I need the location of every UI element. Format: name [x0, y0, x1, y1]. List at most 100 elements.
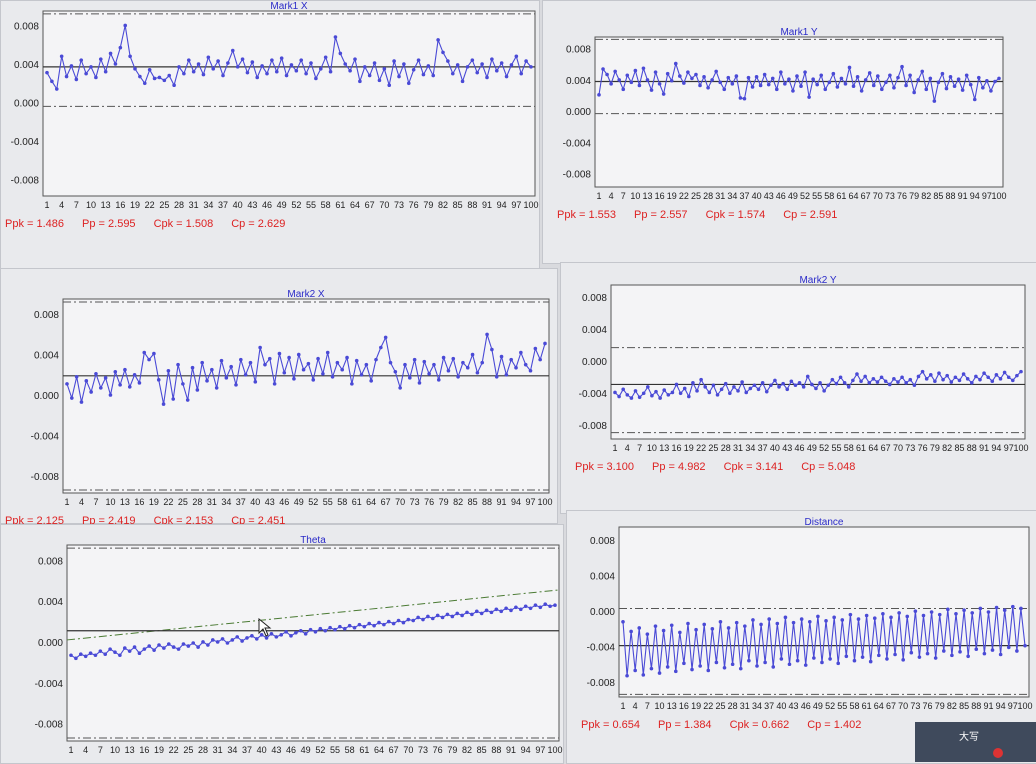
data-point	[484, 608, 489, 613]
data-point	[1023, 643, 1027, 648]
data-point	[239, 357, 243, 362]
data-point	[1015, 373, 1019, 378]
data-point	[738, 96, 743, 100]
data-point	[881, 611, 885, 616]
x-tick-label: 4	[625, 443, 630, 453]
chart-panel-mark2-y: Mark2 Y 0.008 0.004 0.000 -0.004 -0.008 1 4 7 10 1…	[560, 262, 1036, 514]
data-point	[89, 65, 93, 69]
x-tick-label: 16	[679, 701, 689, 711]
data-point	[94, 371, 98, 376]
data-point	[411, 618, 416, 623]
data-point	[137, 381, 142, 385]
series-line	[598, 61, 1000, 102]
data-point	[152, 351, 156, 356]
data-point	[369, 379, 373, 383]
x-tick-label: 97	[526, 497, 536, 507]
data-point	[621, 387, 626, 392]
chart-title: Mark2 X	[287, 289, 325, 300]
data-point	[803, 663, 808, 667]
data-point	[843, 82, 848, 86]
data-point	[240, 57, 245, 61]
data-point	[350, 382, 354, 386]
data-point	[338, 624, 342, 629]
data-point	[836, 661, 841, 666]
data-point	[710, 627, 715, 631]
x-tick-label: 13	[125, 745, 135, 755]
data-point	[103, 376, 108, 380]
x-tick-label: 73	[905, 443, 915, 453]
data-point	[916, 78, 920, 82]
data-point	[211, 67, 216, 71]
data-point	[335, 360, 340, 365]
data-point	[924, 87, 929, 92]
data-point	[485, 332, 489, 337]
data-point	[240, 639, 244, 643]
x-tick-label: 58	[337, 497, 347, 507]
data-point	[401, 620, 406, 625]
data-point	[519, 71, 524, 76]
data-point	[277, 351, 282, 356]
x-tick-label: 1	[620, 701, 625, 711]
x-tick-label: 100	[547, 745, 562, 755]
chart-panel-theta: Theta 0.008 0.004 0.000 -0.004 -0.008 1 4 7 10 13 1…	[0, 524, 564, 764]
data-point	[722, 665, 727, 670]
capability-stats: Ppk = 1.486 Pp = 2.595 Cpk = 1.508 Cp = 2.6…	[1, 218, 539, 230]
data-point	[625, 73, 630, 78]
chart-panel-distance: Distance 0.008 0.004 0.000 -0.004 -0.008 1 4 7 10…	[566, 510, 1036, 764]
x-tick-label: 58	[849, 701, 859, 711]
chart-panel-mark2-x: Mark2 X 0.008 0.004 0.000 -0.004 -0.008 1 4 7 10 1…	[0, 268, 558, 527]
x-tick-label: 31	[715, 191, 725, 201]
x-tick-label: 25	[708, 443, 718, 453]
data-point	[200, 360, 204, 365]
data-point	[215, 640, 220, 644]
x-tick-label: 31	[733, 443, 743, 453]
x-tick-label: 76	[897, 191, 907, 201]
data-point	[694, 627, 698, 632]
data-point	[678, 391, 683, 396]
data-point	[172, 83, 176, 87]
x-tick-label: 4	[609, 191, 614, 201]
y-tick-label: -0.008	[579, 421, 608, 432]
x-tick-label: 82	[438, 200, 448, 210]
x-tick-label: 46	[801, 701, 811, 711]
x-tick-label: 19	[154, 745, 164, 755]
data-point	[755, 664, 759, 668]
data-point	[480, 360, 485, 365]
data-point	[347, 623, 352, 628]
data-point	[397, 74, 401, 79]
x-tick-label: 7	[93, 497, 98, 507]
data-point	[687, 394, 691, 399]
x-tick-label: 16	[139, 745, 149, 755]
data-point	[186, 644, 191, 648]
data-point	[771, 665, 776, 669]
data-point	[533, 603, 538, 608]
data-point	[956, 77, 961, 81]
data-point	[905, 614, 910, 619]
x-tick-label: 100	[537, 497, 552, 507]
data-point	[465, 610, 469, 615]
x-tick-label: 28	[192, 497, 202, 507]
ime-indicator[interactable]: 大写	[959, 732, 979, 743]
chart-svg: Mark1 X 0.008 0.004 0.000 -0.004 -0.008 1 4 7 10 1…	[11, 1, 539, 210]
x-tick-label: 25	[691, 191, 701, 201]
x-tick-label: 13	[642, 191, 652, 201]
data-point	[747, 658, 751, 663]
data-point	[994, 605, 999, 610]
data-point	[912, 90, 916, 95]
data-point	[162, 646, 166, 650]
tray-alert-icon[interactable]	[993, 748, 1003, 758]
data-point	[282, 370, 287, 375]
data-point	[883, 379, 888, 384]
data-point	[299, 58, 304, 62]
x-tick-label: 79	[935, 701, 945, 711]
data-point	[210, 367, 214, 372]
data-point	[456, 375, 460, 379]
data-point	[398, 386, 402, 390]
x-tick-label: 25	[715, 701, 725, 711]
data-point	[514, 605, 518, 610]
x-tick-label: 55	[831, 443, 841, 453]
data-point	[884, 80, 888, 85]
data-point	[308, 627, 313, 632]
series-line	[66, 334, 546, 405]
data-point	[928, 373, 933, 377]
